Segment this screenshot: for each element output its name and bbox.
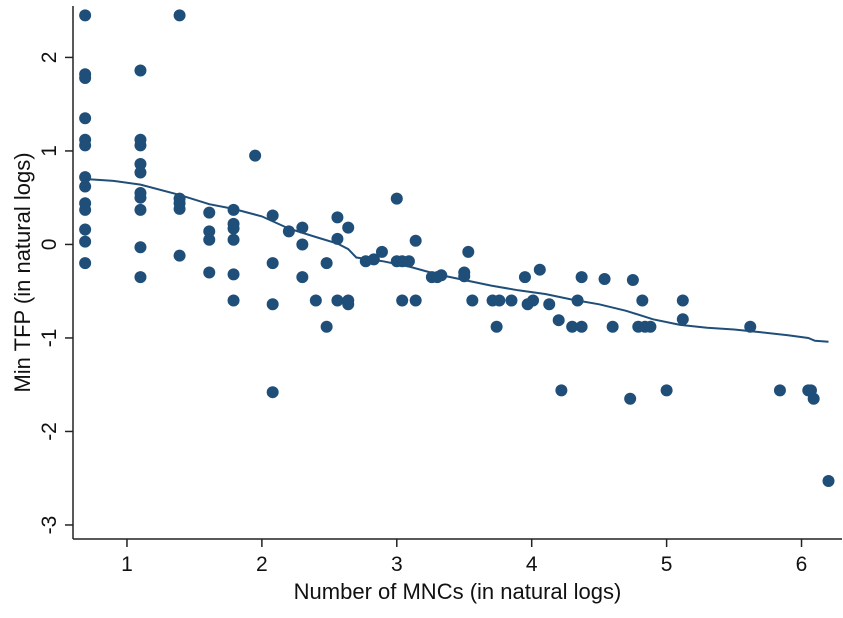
x-tick-label: 4 [526,553,538,576]
data-point [266,209,279,222]
data-point [636,294,649,307]
data-point [79,203,92,216]
x-axis-label: Number of MNCs (in natural logs) [294,579,622,604]
data-point [203,206,216,219]
data-point [566,320,579,333]
data-point [375,245,388,258]
data-point [320,257,333,270]
data-point [807,392,820,405]
data-point [79,72,92,85]
data-point [555,384,568,397]
data-point [402,255,415,268]
data-point [227,268,240,281]
data-point [227,233,240,246]
y-axis-label: Min TFP (in natural logs) [10,152,35,392]
data-point [575,271,588,284]
data-point [249,149,262,162]
y-tick-label: 1 [38,145,61,157]
data-point [543,298,556,311]
data-point [493,294,506,307]
data-point [390,192,403,205]
data-point [624,392,637,405]
data-point [79,223,92,236]
data-point [79,257,92,270]
data-point [266,298,279,311]
data-point [134,203,147,216]
data-point [266,386,279,399]
data-point [134,64,147,77]
data-point [606,320,619,333]
y-tick-label: -2 [38,422,61,441]
data-point [644,320,657,333]
x-tick-label: 1 [121,553,133,576]
data-point [134,191,147,204]
data-point [227,222,240,235]
data-point [203,225,216,238]
data-point [533,263,546,276]
data-point [173,249,186,262]
fit-line-layer [85,178,829,343]
data-point [466,294,479,307]
data-point [320,320,333,333]
y-tick-label: 2 [38,52,61,64]
data-point [490,320,503,333]
data-point [342,221,355,234]
y-tick-label: -1 [38,329,61,348]
data-point [331,211,344,224]
data-point [575,320,588,333]
data-point [203,233,216,246]
data-point [134,271,147,284]
x-tick-label: 6 [796,553,808,576]
data-point [282,225,295,238]
data-point [744,320,757,333]
fit-line [85,178,829,343]
data-point [134,139,147,152]
data-point [79,112,92,125]
data-point [134,241,147,254]
data-point [296,221,309,234]
data-point [626,273,639,286]
data-point [773,384,786,397]
data-point [203,266,216,279]
data-point [409,294,422,307]
data-point [676,313,689,326]
data-point [676,294,689,307]
data-point [527,294,540,307]
data-point [518,271,531,284]
data-point [505,294,518,307]
data-point [409,234,422,247]
data-points [79,9,835,488]
data-point [296,271,309,284]
data-point [462,245,475,258]
data-point [309,294,322,307]
data-point [79,9,92,22]
data-point [173,202,186,215]
data-point [227,294,240,307]
data-point [134,166,147,179]
data-point [79,139,92,152]
data-point [331,294,344,307]
data-point [660,384,673,397]
data-point [266,257,279,270]
data-point [822,475,835,488]
x-tick-label: 3 [391,553,403,576]
data-point [342,298,355,311]
data-point [79,180,92,193]
data-point [79,235,92,248]
x-tick-label: 5 [661,553,673,576]
data-point [396,294,409,307]
y-tick-label: 0 [38,239,61,251]
y-tick-label: -3 [38,516,61,535]
x-tick-label: 2 [256,553,268,576]
data-point [173,9,186,22]
data-point [552,314,565,327]
axes: 1 2 3 4 5 6 2 1 0 -1 -2 -3 [38,6,842,576]
data-point [598,273,611,286]
data-point [134,158,147,171]
data-point [296,238,309,251]
